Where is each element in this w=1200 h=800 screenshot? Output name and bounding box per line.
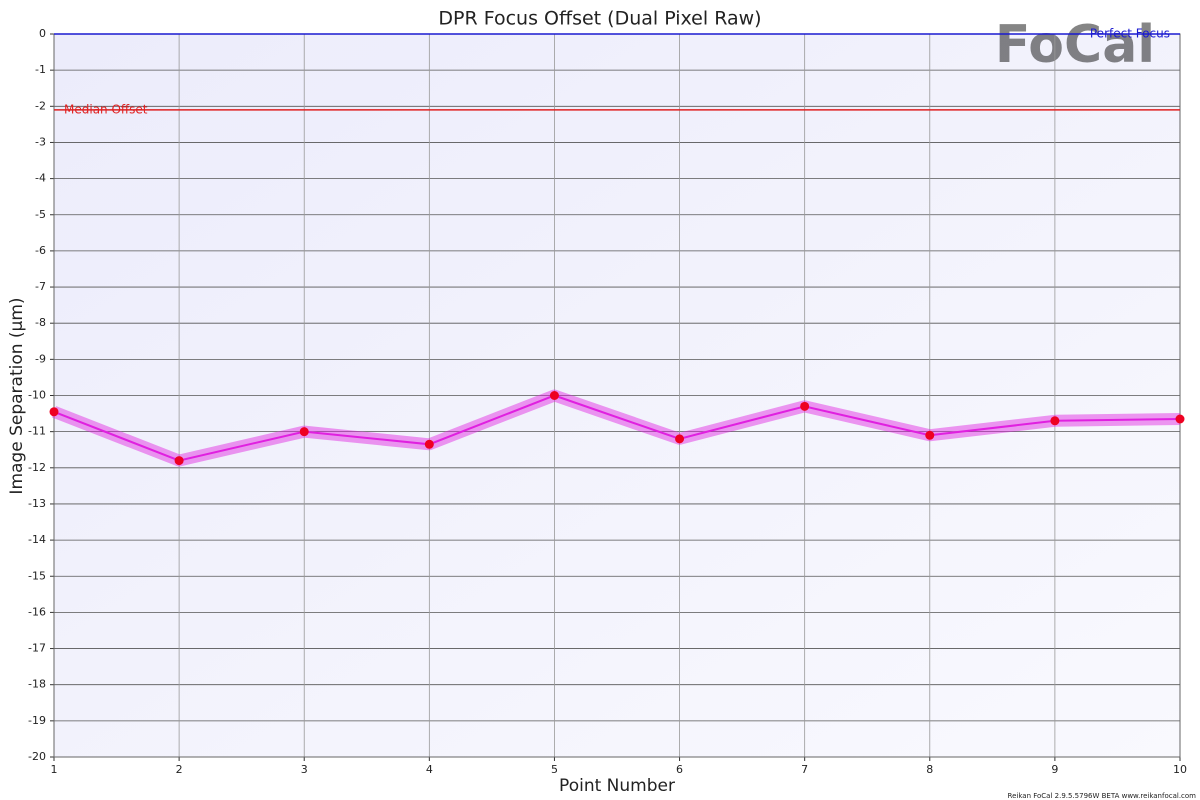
x-tick-label: 1 xyxy=(51,763,58,776)
plot-layer: 0 -1 -2 -3 -4 -5 -6 -7 -8 -9 -10 -11 -12 -13 -14 -15 -16… xyxy=(28,27,1187,777)
chart-title: DPR Focus Offset (Dual Pixel Raw) xyxy=(438,8,761,30)
y-tick-label: -20 xyxy=(28,750,46,763)
y-tick-label: -6 xyxy=(35,244,46,257)
point xyxy=(424,439,434,449)
y-tick-label: -7 xyxy=(35,280,46,293)
point xyxy=(1050,416,1060,426)
x-tick-label: 8 xyxy=(926,763,933,776)
line xyxy=(53,394,1181,462)
y-tick-label: -17 xyxy=(28,642,46,655)
y-tick-label: -10 xyxy=(28,389,46,402)
y-axis-label: Image Separation (µm) xyxy=(7,297,27,494)
x-tick-label: 3 xyxy=(301,763,308,776)
point xyxy=(800,401,810,411)
x-tick-label: 6 xyxy=(676,763,683,776)
y-tick-label: -8 xyxy=(35,316,46,329)
point xyxy=(174,456,184,466)
x-tick-label: 7 xyxy=(801,763,808,776)
y-tick-label: -18 xyxy=(28,678,46,691)
y-tick-label: -14 xyxy=(28,533,46,546)
y-tick-label: -9 xyxy=(35,352,46,365)
x-tick-label: 10 xyxy=(1173,763,1187,776)
point xyxy=(675,434,685,444)
x-axis-label: Point Number xyxy=(559,776,675,796)
footer: Reikan FoCal 2.9.5.5796W BETA www.reikan… xyxy=(1008,792,1197,800)
y-tick-label: -3 xyxy=(35,135,46,148)
y-tick-label: -12 xyxy=(28,461,46,474)
reference-label: Median Offset xyxy=(64,102,148,116)
y-tick-label: -4 xyxy=(35,172,46,185)
y-tick-label: -15 xyxy=(28,569,46,582)
point xyxy=(49,407,59,417)
point xyxy=(299,427,309,437)
y-tick-label: -2 xyxy=(35,99,46,112)
point xyxy=(549,391,559,400)
point xyxy=(1175,414,1185,424)
y-tick-label: -5 xyxy=(35,208,46,221)
y-tick-label: -11 xyxy=(28,425,46,438)
y-tick-label: -13 xyxy=(28,497,46,510)
x-tick-label: 5 xyxy=(551,763,558,776)
reference-label: Perfect Focus xyxy=(1090,27,1170,41)
x-tick-label: 4 xyxy=(426,763,433,776)
logo: FoCal xyxy=(995,15,1155,75)
y-tick-label: 0 xyxy=(39,27,46,40)
point xyxy=(925,430,935,440)
y-tick-label: -19 xyxy=(28,714,46,727)
y-tick-label: -1 xyxy=(35,63,46,76)
x-tick-label: 2 xyxy=(176,763,183,776)
x-tick-label: 9 xyxy=(1051,763,1058,776)
y-tick-label: -16 xyxy=(28,605,46,618)
